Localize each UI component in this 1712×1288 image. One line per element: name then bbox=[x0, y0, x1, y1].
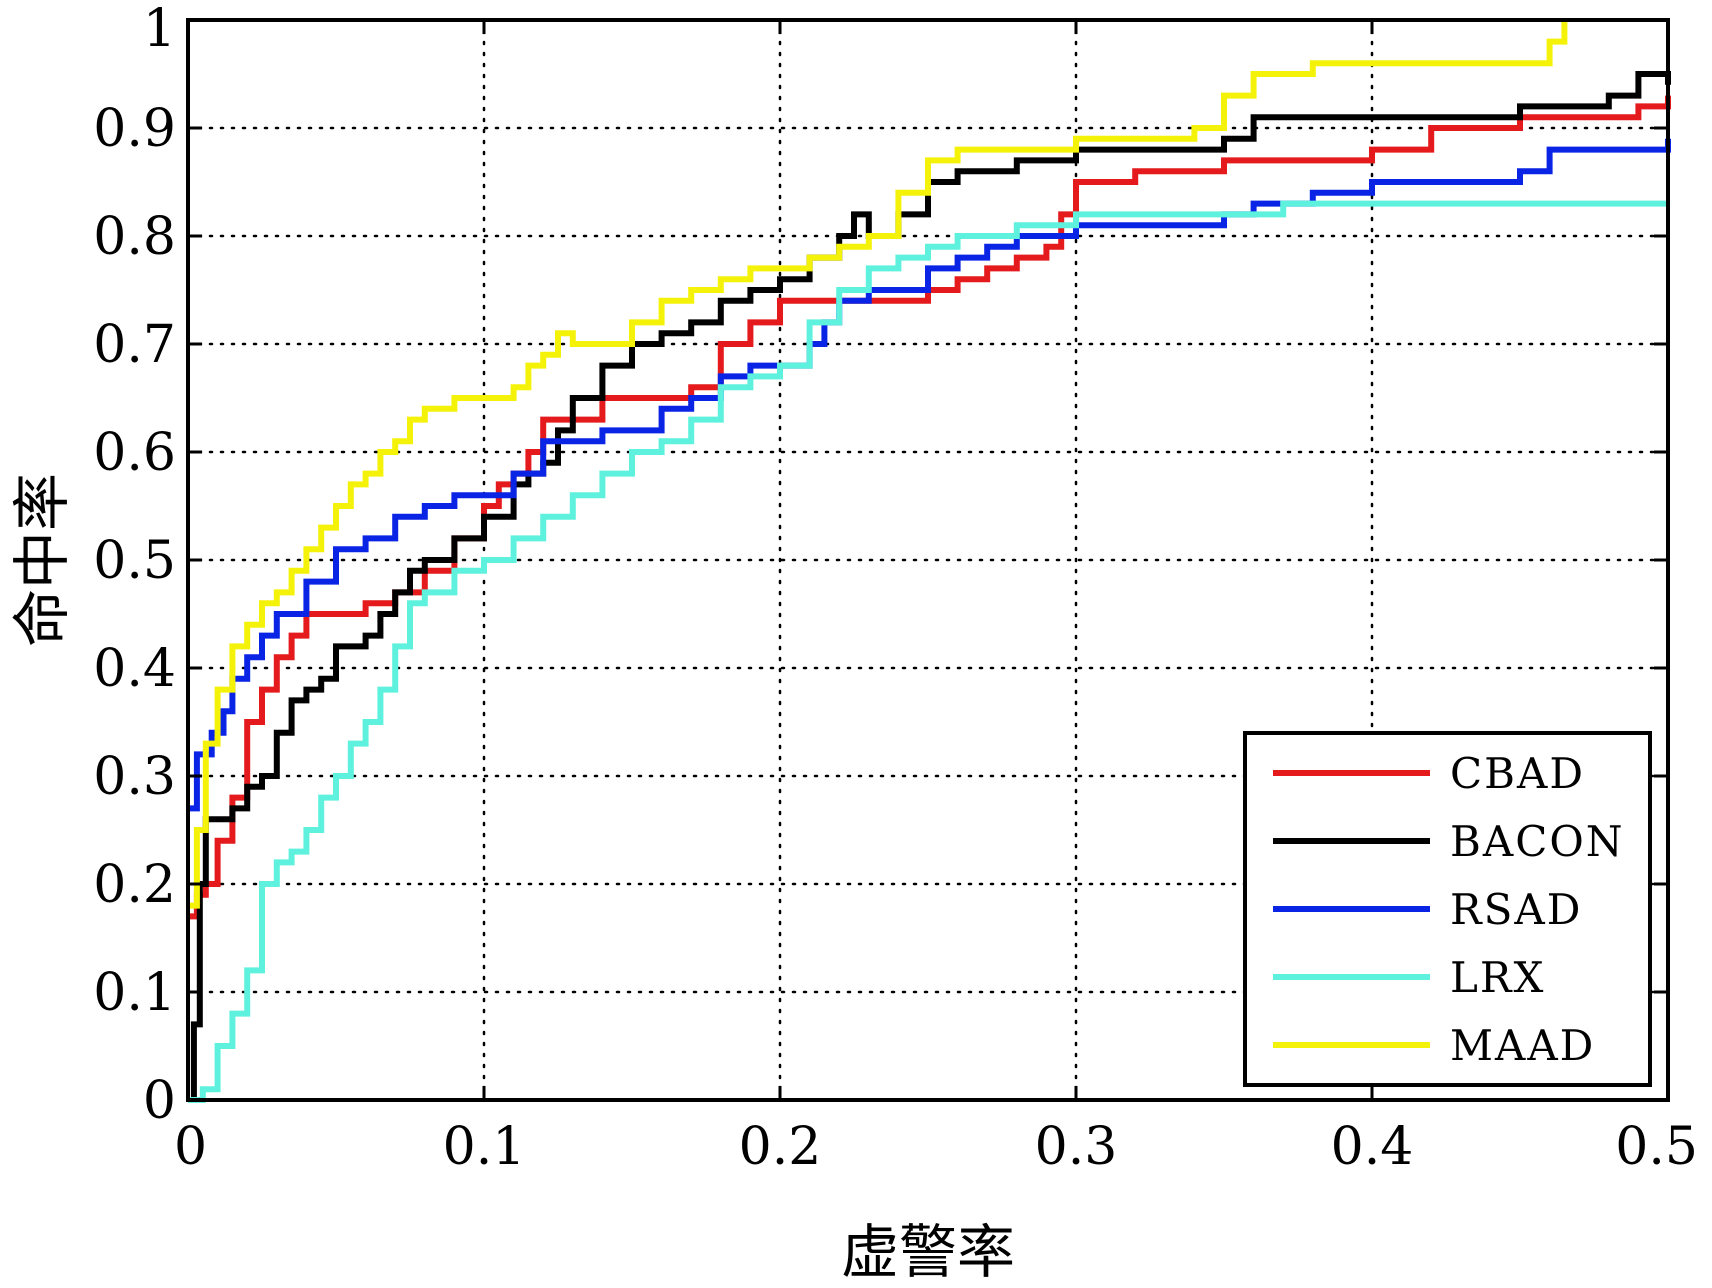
y-tick-label: 0.2 bbox=[93, 855, 176, 915]
x-tick-label: 0.5 bbox=[1615, 1117, 1698, 1177]
series-lines bbox=[188, 20, 1671, 1103]
legend-label-cbad: CBAD bbox=[1450, 749, 1585, 798]
x-tick-label: 0.2 bbox=[739, 1117, 822, 1177]
legend-label-bacon: BACON bbox=[1450, 817, 1625, 866]
series-line-bacon bbox=[188, 71, 1671, 1103]
x-tick-label: 0.1 bbox=[443, 1117, 526, 1177]
legend-label-lrx: LRX bbox=[1450, 953, 1545, 1002]
y-tick-label: 0.3 bbox=[93, 747, 176, 807]
y-tick-label: 0.1 bbox=[93, 963, 176, 1023]
y-axis-title: 命中率 bbox=[8, 473, 76, 647]
legend-label-maad: MAAD bbox=[1450, 1021, 1595, 1070]
x-tick-label: 0 bbox=[174, 1117, 207, 1177]
x-tick-label: 0.4 bbox=[1331, 1117, 1414, 1177]
y-tick-label: 1 bbox=[143, 0, 176, 59]
tick-labels: 0 0.1 0.2 0.3 0.4 0.5 0 0.1 0.2 0.3 0.4 0.5 0.6 0.7 0.… bbox=[93, 0, 1698, 1177]
series-line-rsad bbox=[188, 138, 1671, 812]
y-tick-label: 0.7 bbox=[93, 315, 176, 375]
y-tick-label: 0.6 bbox=[93, 423, 176, 483]
y-tick-label: 0.8 bbox=[93, 207, 176, 267]
y-tick-label: 0 bbox=[143, 1071, 176, 1131]
y-tick-label: 0.5 bbox=[93, 531, 176, 591]
series-line-cbad bbox=[188, 95, 1671, 920]
series-line-maad bbox=[188, 20, 1568, 909]
y-tick-label: 0.4 bbox=[93, 639, 176, 699]
legend: CBAD BACON RSAD LRX MAAD bbox=[1243, 731, 1652, 1087]
y-tick-label: 0.9 bbox=[93, 99, 176, 159]
x-axis-title: 虚警率 bbox=[841, 1218, 1015, 1286]
legend-label-rsad: RSAD bbox=[1450, 885, 1582, 934]
series-line-lrx bbox=[188, 200, 1668, 1103]
tick-marks bbox=[186, 18, 1670, 1102]
x-tick-label: 0.3 bbox=[1035, 1117, 1118, 1177]
